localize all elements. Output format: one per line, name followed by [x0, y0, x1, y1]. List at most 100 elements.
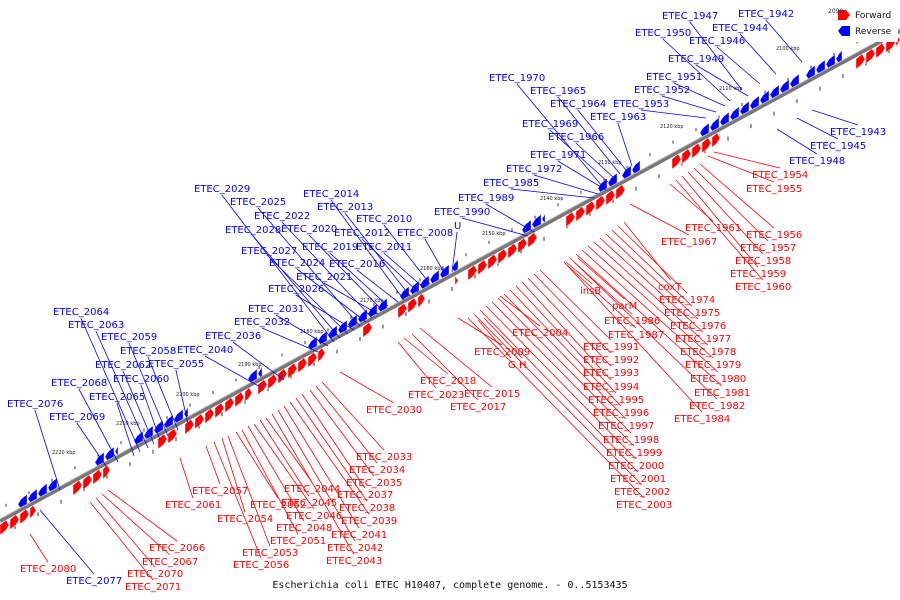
- gene-label[interactable]: ETEC_1995: [588, 395, 644, 406]
- forward-gene-arrow[interactable]: [517, 237, 528, 254]
- gene-label[interactable]: ETEC_2034: [349, 465, 405, 476]
- gene-label[interactable]: ETEC_1952: [634, 85, 690, 96]
- forward-gene-arrow[interactable]: [317, 347, 326, 363]
- gene-label[interactable]: ETEC_1965: [530, 86, 586, 97]
- forward-gene-arrow[interactable]: [467, 265, 478, 281]
- gene-label[interactable]: ETEC_2003: [616, 500, 672, 511]
- gene-label[interactable]: ETEC_2044: [284, 484, 340, 495]
- gene-label[interactable]: ETEC_2036: [205, 331, 261, 342]
- gene-label[interactable]: ETEC_2002: [614, 487, 670, 498]
- gene-label[interactable]: ETEC_1960: [735, 282, 791, 293]
- gene-label[interactable]: ETEC_2055: [148, 359, 204, 370]
- gene-label[interactable]: ETEC_1942: [738, 9, 794, 20]
- gene-label[interactable]: ETEC_1994: [583, 382, 639, 393]
- forward-gene-arrow[interactable]: [865, 48, 876, 64]
- forward-gene-arrow[interactable]: [615, 184, 626, 201]
- gene-label[interactable]: ETEC_2024: [269, 258, 325, 269]
- gene-label[interactable]: ETEC_2053: [242, 548, 298, 559]
- gene-label[interactable]: ETEC_1977: [675, 334, 731, 345]
- gene-label[interactable]: ETEC_2029: [194, 184, 250, 195]
- gene-label[interactable]: ETEC_2000: [608, 461, 664, 472]
- gene-label[interactable]: ETEC_1945: [810, 141, 866, 152]
- gene-label[interactable]: ETEC_2059: [101, 332, 157, 343]
- gene-label[interactable]: ETEC_2018: [420, 376, 476, 387]
- gene-label[interactable]: ETEC_1951: [646, 72, 702, 83]
- forward-gene-arrow[interactable]: [595, 195, 606, 211]
- gene-label[interactable]: ETEC_1950: [635, 28, 691, 39]
- forward-gene-arrow[interactable]: [855, 53, 866, 70]
- forward-gene-arrow[interactable]: [92, 469, 103, 485]
- gene-label[interactable]: ETEC_1961: [685, 223, 741, 234]
- forward-gene-arrow[interactable]: [224, 397, 235, 413]
- forward-gene-arrow[interactable]: [487, 254, 498, 270]
- forward-gene-arrow[interactable]: [671, 153, 682, 170]
- forward-gene-arrow[interactable]: [9, 514, 20, 530]
- gene-label[interactable]: ETEC_2032: [234, 317, 290, 328]
- gene-label[interactable]: ETEC_1949: [668, 54, 724, 65]
- forward-gene-arrow[interactable]: [691, 143, 702, 159]
- gene-label[interactable]: ETEC_2012: [334, 228, 390, 239]
- gene-label[interactable]: ETEC_2054: [217, 514, 273, 525]
- gene-label[interactable]: ETEC_1953: [613, 99, 669, 110]
- gene-label[interactable]: ETEC_2057: [192, 486, 248, 497]
- gene-label[interactable]: ETEC_2017: [450, 402, 506, 413]
- forward-gene-arrow[interactable]: [19, 508, 30, 525]
- gene-label[interactable]: ETEC_2046: [286, 511, 342, 522]
- gene-label[interactable]: ETEC_1955: [746, 184, 802, 195]
- forward-gene-arrow[interactable]: [287, 363, 298, 379]
- gene-label[interactable]: ETEC_2008: [397, 228, 453, 239]
- forward-gene-arrow[interactable]: [277, 368, 288, 385]
- gene-label[interactable]: ETEC_1958: [735, 256, 791, 267]
- gene-label[interactable]: ETEC_1998: [603, 435, 659, 446]
- gene-label[interactable]: ETEC_1957: [740, 243, 796, 254]
- gene-label[interactable]: ETEC_2033: [356, 452, 412, 463]
- gene-label[interactable]: ETEC_1992: [583, 355, 639, 366]
- forward-gene-arrow[interactable]: [0, 519, 10, 536]
- forward-gene-arrow[interactable]: [477, 259, 488, 276]
- forward-gene-arrow[interactable]: [711, 132, 721, 148]
- gene-label[interactable]: ETEC_2025: [230, 197, 286, 208]
- forward-gene-arrow[interactable]: [214, 402, 225, 419]
- gene-label[interactable]: ETEC_1946: [689, 36, 745, 47]
- forward-gene-arrow[interactable]: [234, 391, 245, 408]
- gene-label[interactable]: ETEC_1993: [583, 368, 639, 379]
- forward-gene-arrow[interactable]: [194, 413, 205, 430]
- gene-label[interactable]: ETEC_1980: [690, 374, 746, 385]
- forward-gene-arrow[interactable]: [397, 303, 408, 319]
- gene-label[interactable]: parM: [612, 301, 637, 312]
- gene-label[interactable]: ETEC_2027: [241, 246, 297, 257]
- gene-label[interactable]: ETEC_2011: [356, 242, 412, 253]
- gene-label[interactable]: ETEC_2060: [113, 374, 169, 385]
- forward-gene-arrow[interactable]: [565, 211, 576, 228]
- gene-label[interactable]: ETEC_2023: [408, 390, 464, 401]
- gene-label[interactable]: ETEC_2009: [474, 347, 530, 358]
- gene-label[interactable]: ETEC_2069: [49, 412, 105, 423]
- forward-gene-arrow[interactable]: [307, 352, 318, 368]
- gene-label[interactable]: ETEC_1972: [506, 164, 562, 175]
- gene-label[interactable]: ETEC_1979: [685, 360, 741, 371]
- gene-label[interactable]: ETEC_2031: [248, 304, 304, 315]
- gene-label[interactable]: ETEC_1985: [483, 178, 539, 189]
- gene-label[interactable]: ETEC_2058: [120, 346, 176, 357]
- gene-label[interactable]: ETEC_1981: [694, 388, 750, 399]
- forward-gene-arrow[interactable]: [681, 148, 692, 165]
- gene-label[interactable]: U: [454, 221, 461, 232]
- gene-label[interactable]: ETEC_2077: [66, 576, 122, 587]
- gene-label[interactable]: ETEC_2019: [302, 242, 358, 253]
- gene-label[interactable]: ETEC_1976: [670, 321, 726, 332]
- forward-gene-arrow[interactable]: [454, 274, 459, 288]
- forward-gene-arrow[interactable]: [507, 243, 518, 259]
- gene-label[interactable]: ETEC_2062: [95, 360, 151, 371]
- gene-label[interactable]: ETEC_2043: [326, 556, 382, 567]
- forward-gene-arrow[interactable]: [157, 433, 168, 450]
- forward-gene-arrow[interactable]: [184, 419, 195, 435]
- gene-label[interactable]: ETEC_1943: [830, 127, 886, 138]
- gene-label[interactable]: ETEC_1974: [659, 295, 715, 306]
- gene-label[interactable]: ETEC_2014: [303, 189, 359, 200]
- gene-label[interactable]: ETEC_1971: [530, 150, 586, 161]
- forward-gene-arrow[interactable]: [82, 474, 93, 491]
- forward-gene-arrow[interactable]: [244, 387, 253, 403]
- gene-label[interactable]: ETEC_1964: [550, 99, 606, 110]
- gene-label[interactable]: ETEC_1954: [752, 170, 808, 181]
- gene-label[interactable]: ETEC_2022: [254, 211, 310, 222]
